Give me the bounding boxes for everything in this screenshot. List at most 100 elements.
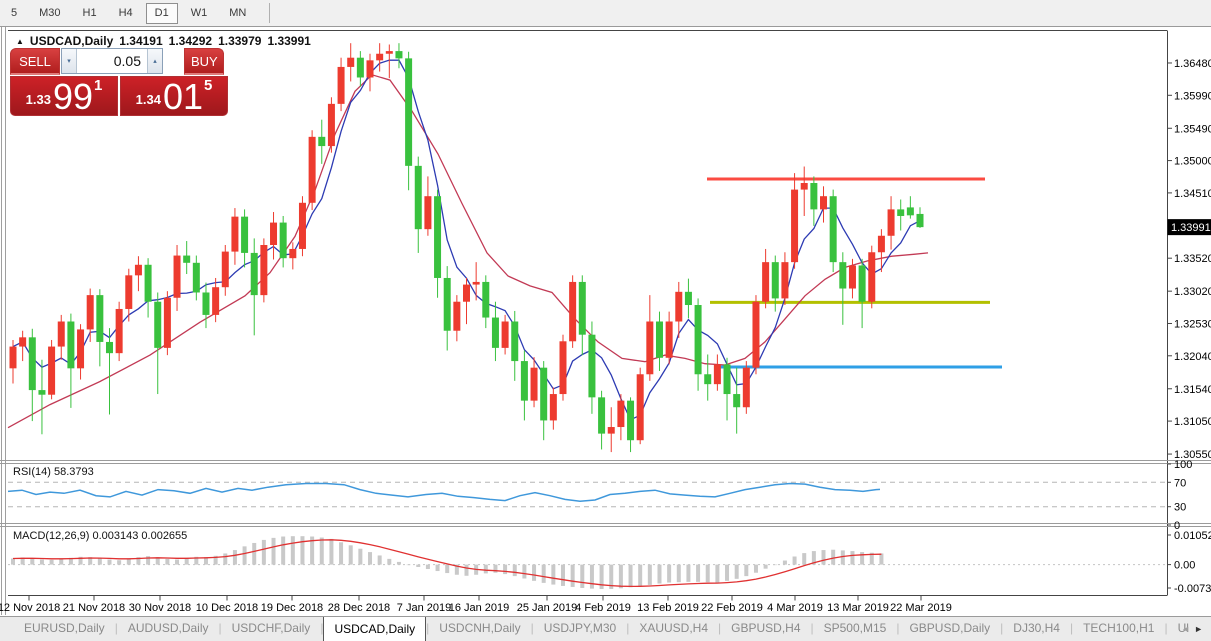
candle-down (279, 222, 287, 259)
candle-up (713, 364, 721, 385)
rsi-label: RSI(14) 58.3793 (13, 466, 94, 478)
tab-gbpusd-h4[interactable]: GBPUSD,H4 (731, 621, 801, 635)
candle-down (241, 216, 249, 253)
svg-text:1.36480: 1.36480 (1174, 58, 1211, 70)
candle-up (781, 262, 789, 299)
timeframe-mn[interactable]: MN (229, 6, 247, 19)
volume-increase-button[interactable]: ▴ (147, 49, 162, 73)
candle-up (221, 251, 229, 288)
svg-text:16 Jan 2019: 16 Jan 2019 (449, 602, 510, 614)
svg-text:1.31050: 1.31050 (1174, 416, 1211, 428)
candle-up (791, 189, 799, 263)
candle-up (57, 321, 65, 347)
candle-up (887, 209, 895, 236)
svg-text:25 Jan 2019: 25 Jan 2019 (517, 602, 578, 614)
timeframe-d1[interactable]: D1 (145, 2, 178, 24)
candle-up (501, 321, 509, 348)
candle-up (463, 284, 471, 302)
candle-up (559, 341, 567, 395)
svg-text:21 Nov 2018: 21 Nov 2018 (63, 602, 125, 614)
candle-down (858, 265, 866, 302)
tab-gbpusd-daily[interactable]: GBPUSD,Daily (909, 621, 991, 635)
svg-text:10 Dec 2018: 10 Dec 2018 (196, 602, 258, 614)
volume-decrease-button[interactable]: ▾ (62, 49, 77, 73)
candle-up (337, 66, 345, 104)
candle-down (67, 321, 75, 369)
candle-up (19, 337, 27, 347)
tab-sp500-m15[interactable]: SP500,M15 (823, 621, 887, 635)
candle-up (125, 275, 133, 309)
sell-button[interactable]: SELL (10, 48, 60, 75)
tab-scroll-right-icon[interactable]: ► (1194, 624, 1207, 634)
price-axis[interactable]: 1.36480 1.35990 1.35490 1.35000 1.34510 1.335… (1167, 58, 1211, 461)
candle-down (897, 209, 905, 216)
candle-down (906, 207, 914, 216)
candle-up (848, 265, 856, 289)
candle-up (9, 346, 17, 369)
tab-separator: | (1000, 621, 1004, 635)
ask-price-button[interactable]: 1.34 01 5 (120, 76, 228, 116)
candle-up (376, 53, 384, 61)
candle-up (530, 367, 538, 401)
svg-text:1.31540: 1.31540 (1174, 384, 1211, 396)
svg-text:4 Mar 2019: 4 Mar 2019 (767, 602, 823, 614)
candle-up (366, 60, 374, 78)
candle-down (684, 291, 692, 306)
tab-separator: | (1069, 621, 1074, 635)
timeframe-w1[interactable]: W1 (190, 6, 208, 19)
volume-input[interactable] (77, 49, 147, 73)
timeframe-h1[interactable]: H1 (82, 6, 97, 19)
candle-down (482, 281, 490, 318)
candle-down (578, 281, 586, 335)
svg-text:1.33991: 1.33991 (1171, 222, 1211, 234)
buy-button[interactable]: BUY (184, 48, 224, 75)
collapse-icon[interactable]: ▲ (16, 36, 24, 46)
date-axis[interactable]: 12 Nov 2018 21 Nov 2018 30 Nov 2018 10 Dec … (0, 595, 952, 615)
candle-up (48, 346, 56, 395)
tab-tech100-h1[interactable]: TECH100,H1 (1083, 621, 1155, 635)
candle-down (723, 364, 731, 395)
candle-up (86, 295, 94, 330)
bid-price-button[interactable]: 1.33 99 1 (10, 76, 118, 116)
ohlc-low: 1.33979 (218, 34, 262, 48)
candle-down (38, 390, 46, 395)
tab-ul[interactable]: Ul (1177, 621, 1189, 635)
tab-usdchf-daily[interactable]: USDCHF,Daily (231, 621, 311, 635)
tab-separator: | (114, 621, 118, 635)
candle-up (636, 374, 644, 441)
tab-xauusd-h4[interactable]: XAUUSD,H4 (639, 621, 709, 635)
svg-text:0.00: 0.00 (1174, 560, 1195, 572)
candle-up (231, 216, 239, 252)
ask-price-prefix: 1.34 (135, 92, 161, 107)
tab-scroll-left-icon[interactable]: ◄ (1181, 624, 1195, 634)
timeframe-h4[interactable]: H4 (118, 6, 133, 19)
candle-up (77, 329, 85, 369)
tab-usdcnh-daily[interactable]: USDCNH,Daily (439, 621, 521, 635)
candle-down (28, 337, 36, 391)
tab-separator: | (626, 621, 630, 635)
timeframe-m30[interactable]: M30 (39, 6, 61, 19)
tab-usdjpy-m30[interactable]: USDJPY,M30 (543, 621, 617, 635)
timeframe-5[interactable]: 5 (11, 6, 18, 19)
tab-eurusd-daily[interactable]: EURUSD,Daily (24, 621, 105, 635)
svg-text:1.33020: 1.33020 (1174, 286, 1211, 298)
candle-down (511, 321, 519, 362)
candle-down (434, 196, 442, 278)
tab-usdcad-daily[interactable]: USDCAD,Daily (323, 617, 427, 641)
candle-down (183, 255, 191, 263)
svg-text:-0.0073: -0.0073 (1174, 583, 1211, 595)
candle-down (598, 397, 606, 434)
tab-separator: | (718, 621, 722, 635)
tab-audusd-daily[interactable]: AUDUSD,Daily (127, 621, 209, 635)
tab-separator: | (810, 621, 814, 635)
svg-text:0: 0 (1174, 520, 1180, 532)
svg-text:13 Feb 2019: 13 Feb 2019 (637, 602, 699, 614)
candle-up (134, 264, 142, 276)
candle-down (540, 367, 548, 421)
candle-down (414, 165, 422, 230)
svg-text:1.33520: 1.33520 (1174, 253, 1211, 265)
tab-dj30-h4[interactable]: DJ30,H4 (1013, 621, 1060, 635)
svg-text:30: 30 (1174, 502, 1186, 514)
svg-text:28 Dec 2018: 28 Dec 2018 (328, 602, 390, 614)
